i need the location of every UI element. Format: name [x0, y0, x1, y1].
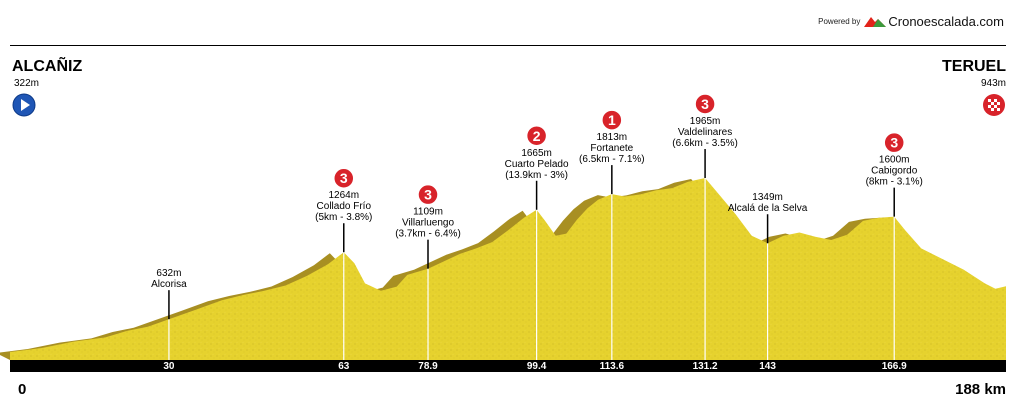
marker-detail: (13.9km - 3%) — [505, 170, 568, 181]
play-icon — [12, 93, 36, 117]
km-tick-label: 63 — [338, 361, 350, 372]
marker-altitude: 632m — [156, 268, 181, 279]
climb-category-number: 1 — [608, 112, 616, 128]
km-tick-label: 30 — [163, 361, 175, 372]
finish-altitude: 943m — [980, 78, 1006, 89]
climb-category-badge — [333, 167, 355, 189]
climb-category-badge — [883, 131, 905, 154]
start-location-name: ALCAÑIZ — [12, 58, 83, 75]
km-end-label: 188 km — [955, 381, 1006, 398]
km-tick-label: 78.9 — [418, 361, 438, 372]
start-altitude: 322m — [14, 78, 40, 89]
marker-detail: (6.6km - 3.5%) — [672, 138, 738, 149]
km-tick-label: 143 — [759, 361, 776, 372]
km-axis-bar — [10, 360, 1006, 372]
km-tick-label: 99.4 — [527, 361, 547, 372]
km-start-label: 0 — [18, 381, 27, 398]
climb-category-number: 3 — [340, 170, 348, 186]
marker-name: Fortanete — [590, 143, 633, 154]
marker-name: Villarluengo — [402, 218, 455, 229]
finish-location-name: TERUEL — [942, 58, 1006, 75]
brand: Powered by Cronoescalada.com — [818, 12, 1004, 30]
climb-category-number: 2 — [533, 128, 541, 144]
marker-detail: (3.7km - 6.4%) — [395, 229, 461, 240]
climb-category-badge — [694, 93, 716, 115]
climb-category-number: 3 — [424, 187, 432, 203]
climb-category-number: 3 — [890, 135, 898, 151]
marker-altitude: 1665m — [521, 148, 552, 159]
checkered-flag-icon — [983, 94, 1005, 116]
marker-altitude: 1965m — [690, 116, 721, 127]
profile-area — [10, 178, 1006, 360]
header-rule — [10, 45, 1006, 46]
climb-category-badge — [525, 125, 548, 147]
marker-detail: (6.5km - 7.1%) — [579, 154, 645, 165]
marker-name: Cuarto Pelado — [505, 159, 569, 170]
km-tick-label: 166.9 — [882, 361, 907, 372]
marker-altitude: 1109m — [413, 207, 443, 218]
marker-name: Alcorisa — [151, 279, 187, 290]
climb-category-number: 3 — [701, 96, 709, 112]
marker-altitude: 1813m — [597, 132, 628, 143]
marker-name: Valdelinares — [678, 127, 732, 138]
climb-category-badge — [417, 183, 439, 206]
km-tick-label: 113.6 — [600, 361, 625, 372]
marker-detail: (5km - 3.8%) — [315, 212, 372, 223]
marker-altitude: 1349m — [752, 192, 783, 203]
climb-category-badge — [601, 109, 623, 131]
marker-altitude: 1264m — [328, 190, 359, 201]
km-tick-label: 131.2 — [693, 361, 718, 372]
mountain-logo-icon — [864, 17, 887, 27]
marker-name: Collado Frío — [317, 201, 372, 212]
marker-name: Alcalá de la Selva — [728, 203, 808, 214]
marker-detail: (8km - 3.1%) — [866, 177, 923, 188]
brand-name: Cronoescalada.com — [888, 13, 1004, 29]
marker-name: Cabigordo — [871, 166, 918, 177]
powered-by-label: Powered by — [818, 16, 861, 26]
marker-altitude: 1600m — [879, 155, 910, 166]
